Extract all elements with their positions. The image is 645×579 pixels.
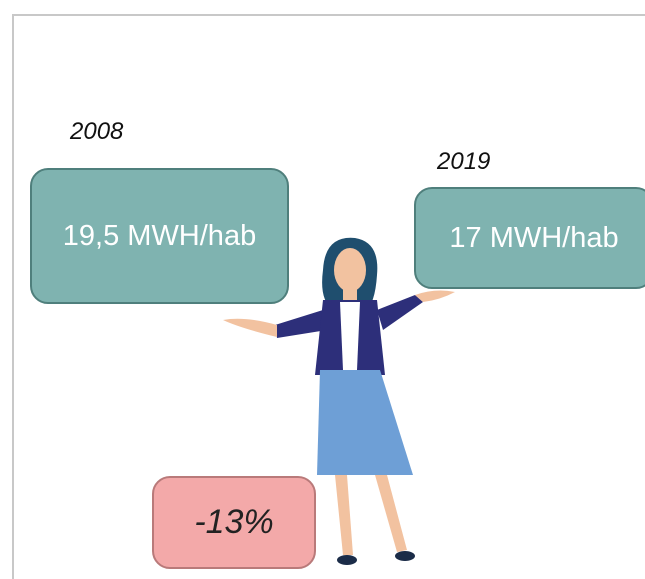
woman-illustration — [215, 230, 465, 575]
frame-line — [12, 14, 14, 579]
frame-line — [12, 14, 645, 16]
year-label: 2019 — [437, 148, 490, 176]
infographic: 2008 19,5 MWH/hab 2019 17 MWH/hab -13% — [0, 0, 645, 579]
year-label: 2008 — [70, 118, 123, 146]
